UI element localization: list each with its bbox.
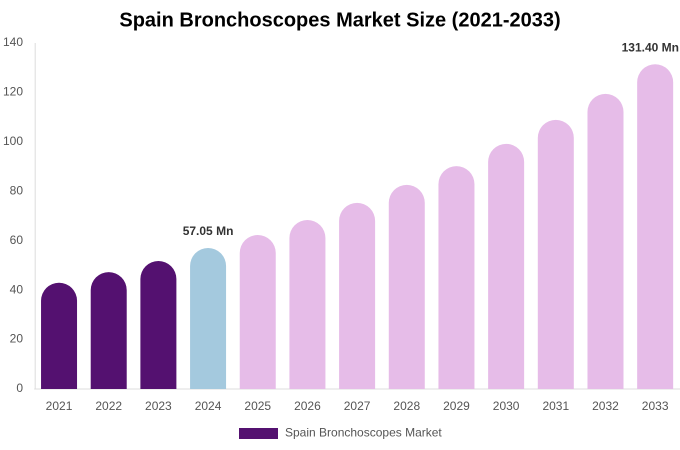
bar [438,166,475,389]
y-tick-label: 0 [16,381,23,395]
bar [289,219,326,389]
value-label: 131.40 Mn [622,40,679,54]
y-tick-label: 100 [3,134,23,148]
x-tick-label: 2021 [46,399,73,413]
x-tick-label: 2025 [244,399,271,413]
x-tick-label: 2022 [95,399,122,413]
y-tick-label: 120 [3,85,23,99]
x-tick-label: 2032 [592,399,619,413]
x-tick-label: 2027 [344,399,371,413]
bar [239,235,276,389]
y-tick-label: 60 [10,233,24,247]
x-tick-label: 2026 [294,399,321,413]
bar [339,202,376,389]
legend-label: Spain Bronchoscopes Market [285,426,442,440]
x-tick-label: 2023 [145,399,172,413]
bar [587,93,624,389]
y-tick-label: 80 [10,183,24,197]
bar [41,282,78,389]
x-tick-label: 2024 [195,399,222,413]
y-tick-label: 20 [10,332,24,346]
x-tick-label: 2029 [443,399,470,413]
y-tick-label: 140 [3,35,23,49]
value-label: 57.05 Mn [183,224,234,238]
x-tick-label: 2030 [493,399,520,413]
bar [388,184,425,389]
bar [488,143,525,389]
bar [90,272,127,389]
y-tick-label: 40 [10,282,24,296]
x-tick-label: 2028 [393,399,420,413]
bar [190,248,227,389]
bar [140,260,177,389]
legend-swatch [239,428,278,439]
bar [637,64,674,390]
x-tick-label: 2033 [642,399,669,413]
bar [537,119,574,389]
chart-title: Spain Bronchoscopes Market Size (2021-20… [119,9,560,31]
x-tick-label: 2031 [542,399,569,413]
